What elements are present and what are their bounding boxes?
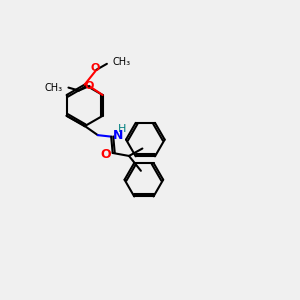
Text: O: O [90, 63, 100, 73]
Text: N: N [113, 129, 123, 142]
Text: O: O [100, 148, 110, 161]
Text: O: O [85, 81, 94, 91]
Text: H: H [117, 124, 126, 134]
Text: CH₃: CH₃ [113, 57, 131, 67]
Text: CH₃: CH₃ [44, 82, 62, 93]
